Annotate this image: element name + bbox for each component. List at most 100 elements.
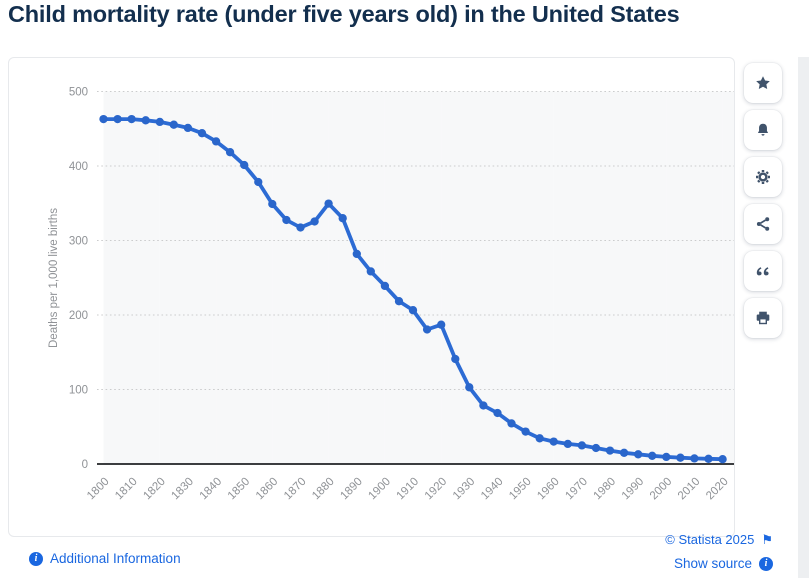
data-point[interactable] xyxy=(577,441,587,450)
x-tick-label: 1830 xyxy=(169,476,196,503)
data-point[interactable] xyxy=(493,408,502,418)
data-point[interactable] xyxy=(141,116,150,125)
data-point[interactable] xyxy=(352,249,361,259)
x-tick-label: 1920 xyxy=(423,476,450,503)
star-icon xyxy=(756,76,770,89)
data-point[interactable] xyxy=(521,427,530,436)
x-tick-label: 1800 xyxy=(85,476,112,503)
additional-information-link[interactable]: i Additional Information xyxy=(29,551,181,566)
data-point[interactable] xyxy=(718,455,727,464)
x-tick-label: 1970 xyxy=(563,476,590,503)
data-point[interactable] xyxy=(169,120,178,129)
x-tick-label: 1820 xyxy=(141,476,168,503)
data-point[interactable] xyxy=(366,267,375,276)
x-tick-label: 1950 xyxy=(507,476,534,503)
data-point[interactable] xyxy=(282,215,291,225)
alerts-button[interactable] xyxy=(744,110,782,150)
decade-band xyxy=(159,91,217,464)
data-point[interactable] xyxy=(591,443,601,453)
data-point[interactable] xyxy=(563,439,572,449)
scrollbar-track[interactable] xyxy=(798,57,809,578)
y-tick-label: 200 xyxy=(69,310,88,322)
data-point[interactable] xyxy=(254,177,263,187)
decade-band xyxy=(666,91,723,464)
info-icon: i xyxy=(29,551,43,566)
y-tick-label: 100 xyxy=(69,385,88,397)
mortality-line-chart[interactable]: 0 100 200 300 400 500 1800 1810 1820 1830 1840 1850… xyxy=(9,58,734,536)
x-tick-label: 1850 xyxy=(226,476,253,503)
data-point[interactable] xyxy=(338,214,347,223)
data-point[interactable] xyxy=(268,199,277,209)
data-point[interactable] xyxy=(535,434,544,443)
y-tick-label: 500 xyxy=(69,87,88,99)
x-tick-label: 1840 xyxy=(198,476,225,503)
settings-button[interactable] xyxy=(744,157,782,197)
data-point[interactable] xyxy=(225,148,235,157)
data-point[interactable] xyxy=(408,306,418,315)
data-point[interactable] xyxy=(155,117,164,127)
x-tick-label: 2000 xyxy=(648,476,675,503)
data-point[interactable] xyxy=(634,450,643,459)
data-point[interactable] xyxy=(507,419,516,428)
cite-button[interactable] xyxy=(744,251,782,291)
data-point[interactable] xyxy=(619,448,629,457)
data-point[interactable] xyxy=(183,123,193,133)
decade-band xyxy=(103,91,160,464)
gear-icon xyxy=(756,170,770,184)
print-icon xyxy=(756,311,770,325)
show-source-link[interactable]: Show source i xyxy=(674,556,773,571)
data-point[interactable] xyxy=(394,297,404,306)
quote-icon xyxy=(756,267,769,276)
favorite-button[interactable] xyxy=(744,63,782,103)
data-point[interactable] xyxy=(437,320,446,329)
page-title: Child mortality rate (under five years o… xyxy=(8,1,680,27)
x-tick-label: 1810 xyxy=(113,476,140,503)
x-tick-label: 1890 xyxy=(338,476,365,503)
data-point[interactable] xyxy=(690,454,699,463)
data-point[interactable] xyxy=(127,114,136,124)
share-icon xyxy=(756,217,770,231)
data-point[interactable] xyxy=(704,454,713,463)
decade-band xyxy=(610,91,667,464)
chart-card: 0 100 200 300 400 500 1800 1810 1820 1830 1840 1850… xyxy=(8,57,735,537)
data-point[interactable] xyxy=(648,451,657,460)
decade-band xyxy=(722,91,734,464)
flag-icon: ⚑ xyxy=(761,532,773,547)
data-point[interactable] xyxy=(240,160,249,170)
x-tick-label: 1870 xyxy=(282,476,309,503)
data-point[interactable] xyxy=(605,446,615,455)
decade-band xyxy=(272,91,329,464)
copyright-label: © Statista 2025 xyxy=(665,532,755,547)
data-point[interactable] xyxy=(549,437,558,446)
data-point[interactable] xyxy=(662,452,671,462)
data-point[interactable] xyxy=(324,199,333,208)
show-source-label: Show source xyxy=(673,556,752,571)
data-point[interactable] xyxy=(310,217,319,226)
data-point[interactable] xyxy=(99,114,108,124)
data-point[interactable] xyxy=(113,114,122,124)
x-tick-label: 1880 xyxy=(310,476,337,503)
data-point[interactable] xyxy=(451,354,460,364)
y-tick-label: 300 xyxy=(69,236,88,248)
x-tick-label: 1940 xyxy=(479,476,506,503)
data-point[interactable] xyxy=(676,453,685,462)
x-tick-label: 1910 xyxy=(395,476,422,503)
toolbar xyxy=(744,63,784,338)
data-point[interactable] xyxy=(479,401,488,410)
y-tick-label: 0 xyxy=(82,459,88,471)
data-point[interactable] xyxy=(296,223,305,232)
additional-information-label: Additional Information xyxy=(50,551,181,566)
data-point[interactable] xyxy=(422,325,432,334)
copyright-link[interactable]: © Statista 2025 ⚑ xyxy=(665,532,773,547)
print-button[interactable] xyxy=(744,298,782,338)
data-point[interactable] xyxy=(465,383,474,392)
x-tick-label: 2010 xyxy=(676,476,703,503)
info-icon: i xyxy=(759,556,773,571)
data-point[interactable] xyxy=(197,129,207,138)
y-tick-label: 400 xyxy=(69,161,88,173)
x-tick-label: 1980 xyxy=(592,476,619,503)
data-point[interactable] xyxy=(380,281,390,291)
share-button[interactable] xyxy=(744,204,782,244)
data-point[interactable] xyxy=(211,137,221,146)
decade-band xyxy=(553,91,611,464)
